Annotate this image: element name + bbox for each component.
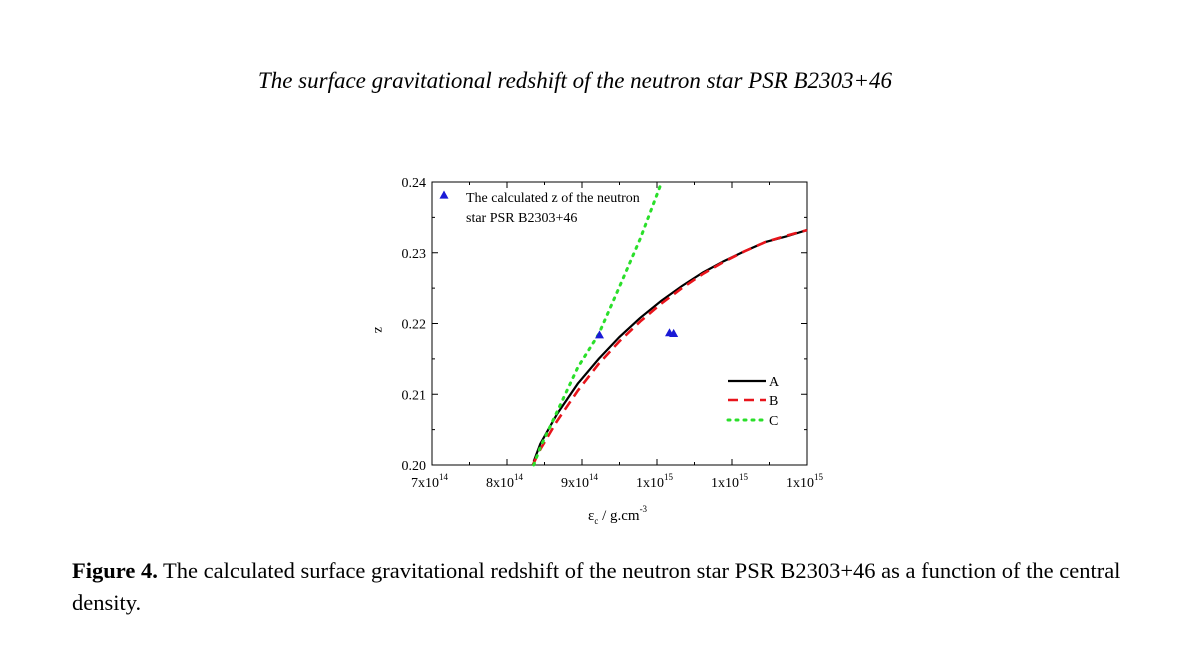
y-tick-label: 0.20 <box>402 459 427 474</box>
x-tick-label: 8x1014 <box>486 472 524 491</box>
svg-text:εc / g.cm-3: εc / g.cm-3 <box>588 504 648 526</box>
legend-marker-line2: star PSR B2303+46 <box>466 211 577 226</box>
x-axis-label: εc / g.cm-3 <box>588 504 648 526</box>
x-tick-label: 7x1014 <box>411 472 449 491</box>
y-axis-label: z <box>371 327 386 333</box>
series-A-line <box>534 230 807 461</box>
y-tick-label: 0.24 <box>402 176 427 191</box>
x-tick-label: 1x1015 <box>636 472 674 491</box>
y-tick-label: 0.23 <box>402 247 427 262</box>
redshift-chart: 0.20 0.21 0.22 0.23 0.24 7x1014 8x1014 9x1014 1x… <box>0 0 1185 540</box>
legend-label-B: B <box>769 394 778 409</box>
figure-caption-text: The calculated surface gravitational red… <box>72 558 1120 615</box>
legend-marker-line1: The calculated z of the neutron <box>466 191 640 206</box>
y-tick-label: 0.22 <box>402 318 427 333</box>
figure-label: Figure 4. <box>72 558 158 583</box>
x-tick-label: 1x1015 <box>711 472 749 491</box>
x-tick-label: 1x1015 <box>786 472 824 491</box>
x-tick-label: 9x1014 <box>561 472 599 491</box>
y-tick-label: 0.21 <box>402 388 427 403</box>
legend-triangle-icon <box>440 191 449 199</box>
legend-label-A: A <box>769 375 780 390</box>
series-B-line <box>533 230 807 465</box>
data-marker-triangle <box>595 330 604 338</box>
figure-caption: Figure 4. The calculated surface gravita… <box>72 555 1132 619</box>
legend-label-C: C <box>769 414 778 429</box>
